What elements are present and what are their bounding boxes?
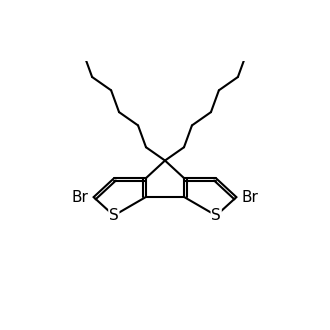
Text: S: S (109, 208, 119, 223)
Text: S: S (211, 208, 221, 223)
Text: Br: Br (71, 190, 88, 205)
Text: Br: Br (242, 190, 259, 205)
